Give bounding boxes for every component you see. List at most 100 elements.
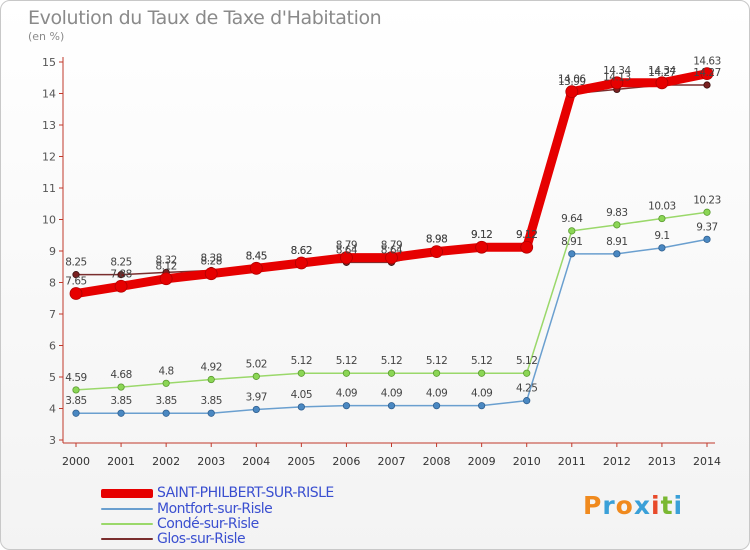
x-tick-label: 2004: [242, 455, 270, 468]
legend-swatch-montfort: [101, 508, 153, 510]
data-point-saint-philbert: [430, 245, 443, 259]
data-point-montfort: [568, 250, 576, 258]
data-label-montfort: 9.37: [696, 221, 717, 233]
data-label-saint-philbert: 8.79: [381, 240, 402, 252]
data-point-conde: [703, 208, 711, 216]
legend-swatch-conde: [101, 523, 153, 525]
data-label-saint-philbert: 8.28: [201, 256, 222, 268]
logo-letter: i: [673, 491, 684, 520]
logo-letter: i: [651, 491, 661, 520]
data-point-montfort: [162, 409, 170, 417]
data-point-saint-philbert: [204, 267, 218, 281]
data-label-glos: 8.45: [246, 250, 267, 262]
data-point-montfort: [523, 397, 531, 405]
y-tick-label: 10: [42, 214, 56, 227]
data-label-montfort: 8.91: [606, 236, 627, 248]
data-label-montfort: 3.85: [65, 395, 86, 407]
data-label-conde: 10.23: [693, 194, 721, 206]
x-tick-label: 2000: [62, 455, 90, 468]
data-label-montfort: 3.85: [155, 395, 176, 407]
legend-item-saint-philbert: SAINT-PHILBERT-SUR-RISLE: [101, 485, 334, 501]
data-point-saint-philbert: [655, 76, 669, 90]
data-point-montfort: [252, 405, 260, 414]
data-point-montfort: [432, 402, 441, 410]
data-point-glos: [703, 81, 711, 89]
proxiti-logo: Proxiti: [583, 491, 683, 520]
data-label-glos: 8.98: [426, 234, 447, 246]
data-label-montfort: 4.09: [336, 388, 357, 400]
data-label-saint-philbert: 14.63: [693, 56, 721, 68]
data-label-conde: 5.02: [246, 358, 267, 370]
y-tick-label: 8: [49, 277, 56, 290]
data-label-conde: 5.12: [516, 355, 537, 367]
y-tick-label: 9: [49, 245, 56, 258]
y-tick-label: 12: [42, 151, 56, 164]
chart-subtitle: (en %): [28, 30, 65, 43]
data-label-montfort: 4.09: [426, 388, 447, 400]
data-label-glos: 8.25: [110, 257, 131, 269]
data-point-conde: [207, 375, 215, 384]
data-label-montfort: 3.85: [201, 395, 222, 407]
data-label-saint-philbert: 14.06: [558, 74, 586, 86]
data-label-conde: 5.12: [336, 355, 357, 367]
data-label-conde: 4.59: [65, 372, 86, 384]
data-point-conde: [117, 383, 125, 391]
data-label-conde: 9.83: [606, 207, 627, 219]
data-point-montfort: [342, 402, 351, 410]
data-label-glos: 8.64: [336, 244, 358, 256]
data-label-saint-philbert: 7.88: [110, 268, 131, 280]
x-tick-label: 2002: [152, 455, 180, 468]
x-tick-label: 2003: [197, 455, 225, 468]
data-label-montfort: 3.97: [246, 391, 267, 403]
logo-letter: x: [633, 491, 651, 520]
data-point-saint-philbert: [475, 240, 489, 254]
legend-item-conde: Condé-sur-Risle: [101, 516, 259, 532]
data-label-glos: 14.27: [648, 67, 676, 79]
x-tick-label: 2014: [693, 455, 721, 468]
data-label-saint-philbert: 8.98: [426, 234, 447, 246]
y-tick-label: 7: [49, 308, 56, 321]
data-label-saint-philbert: 8.79: [336, 240, 357, 252]
data-point-conde: [252, 372, 260, 380]
data-label-conde: 5.12: [471, 355, 492, 367]
y-tick-label: 15: [42, 56, 56, 69]
x-tick-label: 2001: [107, 455, 135, 468]
data-point-montfort: [117, 409, 125, 417]
data-label-saint-philbert: 14.34: [648, 65, 676, 77]
data-point-conde: [72, 386, 80, 394]
y-tick-label: 6: [49, 340, 56, 353]
data-label-glos: 8.25: [65, 257, 86, 269]
data-label-montfort: 9.1: [654, 230, 669, 242]
data-label-glos: 14.27: [693, 67, 721, 79]
data-point-saint-philbert: [249, 261, 263, 275]
data-point-conde: [523, 369, 531, 377]
data-point-conde: [478, 369, 486, 377]
x-tick-label: 2011: [558, 455, 586, 468]
data-label-conde: 5.12: [426, 355, 447, 367]
data-label-glos: 8.64: [381, 244, 403, 256]
data-label-montfort: 4.09: [471, 388, 492, 400]
legend-label-saint-philbert: SAINT-PHILBERT-SUR-RISLE: [157, 485, 334, 501]
legend-label-glos: Glos-sur-Risle: [157, 531, 246, 547]
data-point-conde: [162, 379, 170, 387]
y-tick-label: 11: [42, 182, 56, 195]
data-label-montfort: 4.25: [516, 383, 537, 395]
y-tick-label: 4: [49, 403, 56, 416]
data-point-conde: [387, 369, 396, 377]
data-point-montfort: [297, 403, 305, 411]
data-point-conde: [297, 369, 305, 377]
x-tick-label: 2008: [423, 455, 451, 468]
legend-label-montfort: Montfort-sur-Risle: [157, 501, 273, 517]
data-point-montfort: [207, 409, 215, 417]
y-tick-label: 14: [42, 88, 56, 101]
data-point-glos: [117, 271, 125, 279]
data-point-saint-philbert: [159, 272, 173, 286]
data-point-saint-philbert: [700, 67, 714, 81]
data-label-saint-philbert: 9.12: [516, 229, 537, 241]
y-tick-label: 3: [49, 434, 56, 447]
data-point-saint-philbert: [565, 85, 579, 99]
legend-swatch-saint-philbert: [101, 488, 153, 498]
x-tick-label: 2006: [332, 455, 360, 468]
data-label-saint-philbert: 9.12: [471, 229, 492, 241]
